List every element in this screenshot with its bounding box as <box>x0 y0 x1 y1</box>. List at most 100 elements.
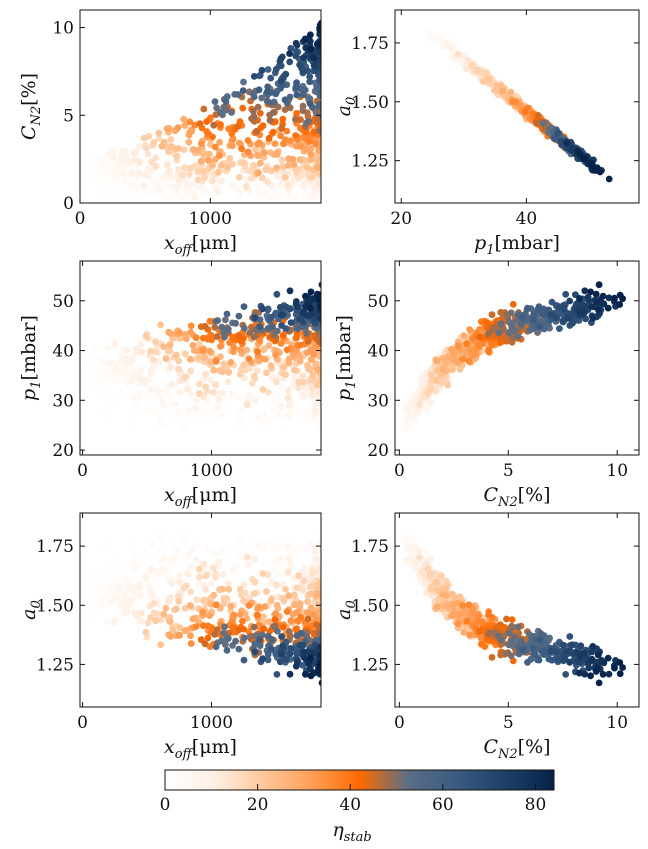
scatter-point <box>270 622 278 630</box>
scatter-point <box>280 140 287 148</box>
scatter-point <box>317 306 321 314</box>
scatter-point <box>109 180 117 188</box>
scatter-point <box>314 164 321 172</box>
scatter-point <box>244 561 252 568</box>
scatter-point <box>187 588 195 596</box>
scatter-point <box>162 406 170 414</box>
scatter-point <box>254 348 261 355</box>
scatter-point <box>253 128 260 135</box>
scatter-point <box>402 405 410 413</box>
scatter-point <box>263 369 270 377</box>
scatter-point <box>317 169 321 177</box>
scatter-point <box>175 166 183 173</box>
scatter-point <box>199 622 207 629</box>
scatter-point <box>292 39 300 47</box>
scatter-point <box>509 97 517 105</box>
scatter-point <box>536 323 544 331</box>
scatter-point <box>185 550 193 558</box>
scatter-point <box>157 546 164 554</box>
scatter-point <box>317 377 321 384</box>
scatter-point <box>284 568 292 576</box>
scatter-point <box>256 636 264 644</box>
scatter-point <box>266 423 274 431</box>
scatter-point <box>102 543 110 551</box>
scatter-point <box>246 633 254 640</box>
scatter-point <box>172 351 180 359</box>
scatter-point <box>297 341 305 349</box>
scatter-point <box>491 325 498 333</box>
scatter-point <box>595 281 603 289</box>
scatter-point <box>208 177 216 185</box>
scatter-point <box>168 381 175 388</box>
scatter-point <box>195 354 203 361</box>
scatter-points <box>83 19 321 202</box>
scatter-point <box>112 399 120 407</box>
scatter-point <box>279 623 287 631</box>
scatter-point <box>279 642 287 650</box>
scatter-point <box>236 190 244 198</box>
y-tick-label: 30 <box>367 391 389 411</box>
scatter-point <box>273 164 280 172</box>
scatter-point <box>296 315 304 323</box>
scatter-point <box>217 412 225 420</box>
scatter-points <box>86 281 321 445</box>
scatter-point <box>264 306 272 314</box>
scatter-point <box>222 98 230 105</box>
scatter-point <box>220 103 228 111</box>
scatter-point <box>229 624 237 632</box>
scatter-point <box>163 125 171 132</box>
scatter-point <box>293 91 301 99</box>
scatter-point <box>284 394 292 402</box>
scatter-point <box>250 162 257 169</box>
scatter-point <box>212 381 219 388</box>
scatter-point <box>158 536 166 544</box>
scatter-point <box>189 615 197 623</box>
scatter-point <box>433 357 441 365</box>
scatter-point <box>274 627 281 635</box>
scatter-point <box>154 568 162 576</box>
scatter-point <box>219 571 227 578</box>
scatter-point <box>223 310 231 318</box>
scatter-point <box>317 643 321 650</box>
scatter-point <box>115 156 123 164</box>
scatter-point <box>540 119 547 127</box>
scatter-point <box>166 341 174 349</box>
y-axis-label: a0 <box>18 600 44 620</box>
scatter-point <box>264 656 272 664</box>
scatter-point <box>284 181 292 189</box>
scatter-point <box>273 290 281 298</box>
scatter-point <box>317 538 321 546</box>
axes-frame <box>394 9 640 204</box>
scatter-point <box>181 533 189 541</box>
scatter-point <box>128 539 136 547</box>
scatter-point <box>256 323 264 331</box>
scatter-point <box>444 381 452 389</box>
scatter-point <box>616 291 624 299</box>
scatter-point <box>184 570 191 577</box>
scatter-point <box>88 153 95 161</box>
scatter-point <box>218 162 225 169</box>
scatter-point <box>272 90 280 98</box>
scatter-point <box>309 385 316 393</box>
scatter-point <box>160 610 168 618</box>
scatter-point <box>273 581 280 589</box>
scatter-point <box>241 324 248 332</box>
scatter-point <box>240 303 248 310</box>
scatter-point <box>258 66 266 74</box>
scatter-point <box>193 397 201 405</box>
scatter-point <box>216 138 224 146</box>
scatter-point <box>100 526 108 534</box>
scatter-point <box>444 353 451 361</box>
x-tick-label: 1000 <box>190 713 233 733</box>
scatter-point <box>221 406 229 414</box>
scatter-point <box>236 585 244 593</box>
y-tick-label: 40 <box>367 342 389 362</box>
scatter-point <box>145 165 153 173</box>
scatter-point <box>251 314 259 322</box>
scatter-point <box>291 374 298 381</box>
scatter-point <box>312 109 320 117</box>
scatter-point <box>114 376 121 384</box>
scatter-point <box>181 164 189 172</box>
scatter-point <box>282 70 290 78</box>
scatter-point <box>194 168 202 176</box>
